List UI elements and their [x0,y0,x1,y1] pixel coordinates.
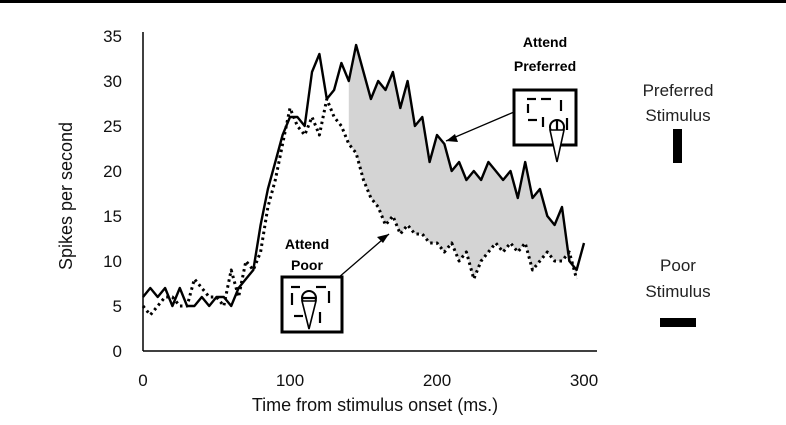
x-tick-label: 200 [423,371,451,390]
preferred-stimulus-label-line2: Stimulus [645,106,710,125]
preferred-stimulus-label-line1: Preferred [643,81,714,100]
poor-stimulus-bar-icon [660,318,696,327]
poor-stimulus-label-line2: Stimulus [645,282,710,301]
preferred-stimulus-bar-icon [673,129,682,163]
x-tick-label: 0 [138,371,147,390]
attend-poor-inset: Attend Poor [280,233,390,334]
attend-preferred-title-line1: Attend [523,34,567,50]
preferred-bars-icon [526,97,569,130]
attend-preferred-title-line2: Preferred [514,58,576,74]
y-tick-label: 30 [103,72,122,91]
y-axis-title: Spikes per second [56,122,76,270]
attend-poor-arrow [337,233,390,279]
stimulus-key: Preferred Stimulus Poor Stimulus [643,81,714,327]
poor-bars-icon [290,285,331,323]
series-attend-poor-line [141,97,579,317]
series-attend-preferred-line [142,43,586,308]
attend-preferred-arrow [445,111,515,142]
x-tick-label: 100 [276,371,304,390]
y-tick-labels: 0 5 10 15 20 25 30 35 [103,27,122,361]
y-tick-label: 25 [103,117,122,136]
attend-poor-arrowhead [377,234,389,243]
y-tick-label: 20 [103,162,122,181]
x-tick-label: 300 [570,371,598,390]
x-axis-title: Time from stimulus onset (ms.) [252,395,498,415]
poor-stimulus-label-line1: Poor [660,256,696,275]
attend-preferred-arrowhead [446,134,458,142]
y-tick-label: 10 [103,252,122,271]
attend-poor-title-line1: Attend [285,236,329,252]
y-tick-label: 0 [113,342,122,361]
y-tick-label: 5 [113,297,122,316]
attention-difference-shading [348,45,577,279]
top-rule [0,0,786,3]
attention-spotlight-icon [549,119,565,163]
x-tick-labels: 0 100 200 300 [138,371,598,390]
attend-preferred-inset: Attend Preferred [445,34,578,163]
attend-poor-title-line2: Poor [291,257,323,273]
y-tick-label: 15 [103,207,122,226]
y-tick-label: 35 [103,27,122,46]
attention-spotlight-poor-icon [300,290,318,330]
